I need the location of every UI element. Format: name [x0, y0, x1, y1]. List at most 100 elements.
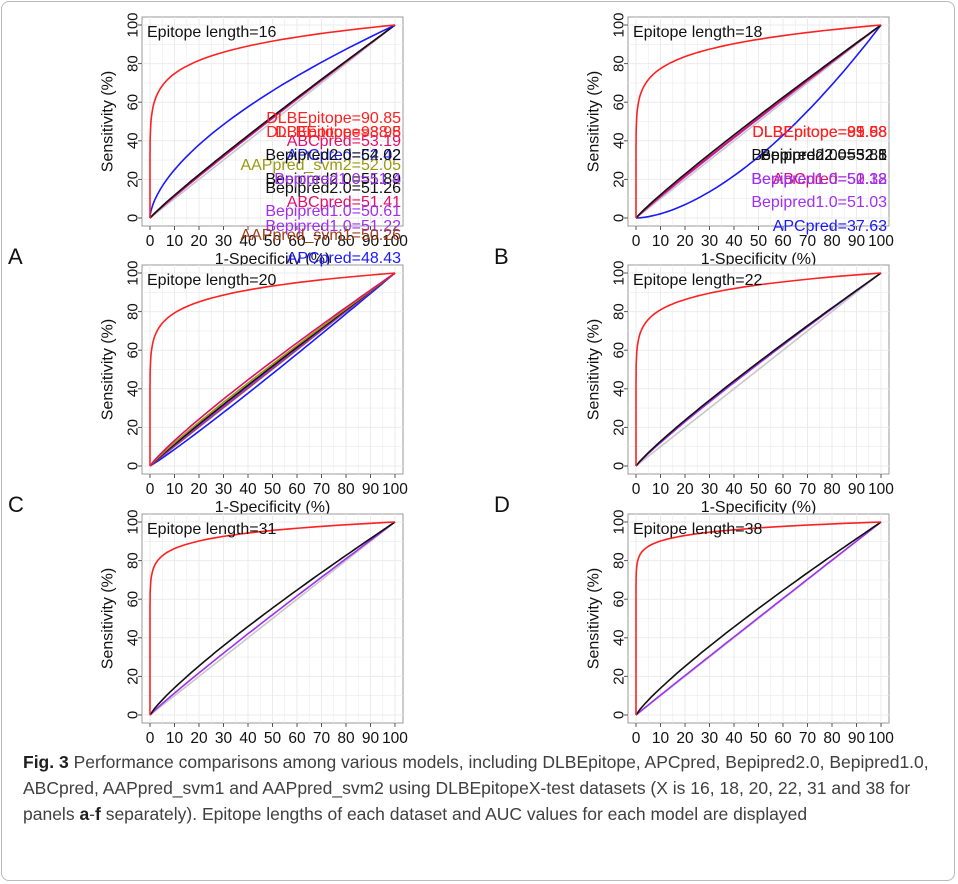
- x-tick-label: 100: [382, 730, 408, 745]
- y-tick-label: 60: [611, 591, 628, 608]
- x-tick-label: 40: [239, 233, 257, 250]
- x-tick-label: 10: [652, 730, 670, 745]
- legend-label: Bepipred2.0=52.1: [760, 147, 887, 164]
- legend-label: DLBEpitope=88.8: [275, 124, 401, 141]
- x-tick-label: 70: [799, 481, 817, 498]
- x-tick-label: 0: [632, 481, 641, 498]
- legend-label: ABCpred=51.41: [287, 194, 401, 211]
- panel-letter: F: [494, 741, 507, 745]
- legend-label: DLBEpitope=93.95: [266, 124, 401, 141]
- panel-a: Epitope length=16 DLBEpitope=88.8 APCpred=…: [8, 12, 408, 269]
- caption-label: Fig. 3: [23, 752, 69, 772]
- panel-letter: E: [8, 741, 23, 745]
- panel-title: Epitope length=22: [633, 272, 763, 289]
- legend-label: Bepipred2.0=53.85: [751, 147, 887, 164]
- legend-label: Bepipred2.0=51.26: [265, 180, 401, 197]
- legend-label: DLBEpitope=91.58: [752, 124, 887, 141]
- y-tick-label: 20: [611, 419, 628, 436]
- x-tick-label: 10: [166, 481, 184, 498]
- x-tick-label: 60: [288, 481, 306, 498]
- figure-caption: Fig. 3 Performance comparisons among var…: [23, 749, 938, 827]
- y-tick-label: 20: [611, 171, 628, 188]
- roc-curve-apcpred: [149, 272, 396, 467]
- panel-d: Epitope length=22 DLBEpitope=91.58 Bepipre…: [494, 124, 894, 517]
- x-tick-label: 30: [215, 481, 233, 498]
- x-axis-label: 1-Specificity (%): [215, 251, 331, 268]
- y-axis-label: Sensitivity (%): [586, 319, 603, 420]
- legend-label: APCpred=37.63: [773, 218, 887, 235]
- x-tick-label: 70: [313, 481, 331, 498]
- legend-label: Bepipred2.0=51.89: [265, 171, 401, 188]
- legend-label: AAPpred_svm1=50.26: [240, 227, 401, 244]
- panel-e: Epitope length=31 DLBEpitope=93.95 Bepipre…: [8, 124, 408, 745]
- x-tick-label: 20: [190, 730, 208, 745]
- panel-title: Epitope length=18: [633, 24, 763, 41]
- legend-label: AAPpred_svm2=52.05: [240, 157, 401, 174]
- legend-label: Bepipred1.0=50.61: [265, 203, 401, 220]
- x-tick-label: 40: [239, 481, 257, 498]
- legend-label: Bepipred1.0=52.18: [751, 171, 887, 188]
- roc-curve-aappred-svm2: [149, 272, 396, 467]
- roc-curve-dlbepitope: [149, 521, 396, 715]
- x-tick-label: 100: [868, 233, 894, 250]
- y-tick-label: 40: [125, 629, 142, 646]
- x-tick-label: 50: [264, 481, 282, 498]
- y-tick-label: 20: [611, 668, 628, 685]
- x-tick-label: 30: [215, 233, 233, 250]
- panel-f: Epitope length=38 DLBEpitope=95.68 Bepipre…: [494, 124, 894, 745]
- x-tick-label: 0: [632, 730, 641, 745]
- y-tick-label: 40: [611, 380, 628, 397]
- x-tick-label: 90: [362, 481, 380, 498]
- y-axis-label: Sensitivity (%): [586, 568, 603, 669]
- y-tick-label: 60: [125, 94, 142, 111]
- x-tick-label: 30: [215, 730, 233, 745]
- x-tick-label: 100: [868, 730, 894, 745]
- x-tick-label: 0: [632, 233, 641, 250]
- legend-label: Bepipred1.0=51.4: [274, 171, 401, 188]
- x-axis-label: 1-Specificity (%): [215, 499, 331, 516]
- x-tick-label: 100: [382, 233, 408, 250]
- y-tick-label: 60: [125, 591, 142, 608]
- x-tick-label: 50: [264, 730, 282, 745]
- x-axis-label: 1-Specificity (%): [701, 499, 817, 516]
- roc-curve-bepipred2-0: [635, 521, 882, 716]
- x-tick-label: 60: [288, 233, 306, 250]
- x-tick-label: 90: [848, 481, 866, 498]
- panel-c: Epitope length=20 DLBEpitope=90.85 ABCpred…: [8, 110, 408, 517]
- x-tick-label: 20: [676, 233, 694, 250]
- x-tick-label: 70: [313, 233, 331, 250]
- roc-curve-bepipred2-0: [149, 24, 396, 219]
- x-tick-label: 80: [823, 233, 841, 250]
- x-tick-label: 70: [799, 233, 817, 250]
- x-tick-label: 50: [264, 233, 282, 250]
- y-tick-label: 60: [611, 342, 628, 359]
- y-tick-label: 100: [611, 12, 628, 37]
- x-tick-label: 0: [146, 481, 155, 498]
- roc-curve-bepipred2-0: [149, 521, 396, 716]
- y-axis-label: Sensitivity (%): [100, 568, 117, 669]
- legend-label: ABCpred=51.33: [773, 171, 887, 188]
- roc-curve-apcpred: [635, 24, 882, 219]
- chance-diagonal: [635, 24, 882, 219]
- y-tick-label: 40: [611, 629, 628, 646]
- roc-curve-dlbepitope: [635, 24, 882, 218]
- roc-curve-dlbepitope: [149, 24, 396, 218]
- panel-title: Epitope length=16: [147, 24, 277, 41]
- y-tick-label: 20: [125, 419, 142, 436]
- panel-letter: C: [8, 492, 24, 517]
- caption-panel-a: a: [79, 804, 90, 824]
- x-tick-label: 90: [362, 233, 380, 250]
- roc-curve-dlbepitope: [635, 272, 882, 466]
- y-tick-label: 60: [125, 342, 142, 359]
- x-tick-label: 60: [774, 233, 792, 250]
- y-tick-label: 0: [125, 462, 142, 470]
- x-tick-label: 80: [337, 481, 355, 498]
- x-tick-label: 70: [799, 730, 817, 745]
- x-tick-label: 80: [823, 481, 841, 498]
- y-tick-label: 80: [125, 55, 142, 72]
- y-tick-label: 80: [125, 303, 142, 320]
- panel-b: Epitope length=18 DLBEpitope=89.98 Bepipre…: [494, 12, 894, 269]
- x-tick-label: 50: [750, 730, 768, 745]
- x-tick-label: 20: [190, 233, 208, 250]
